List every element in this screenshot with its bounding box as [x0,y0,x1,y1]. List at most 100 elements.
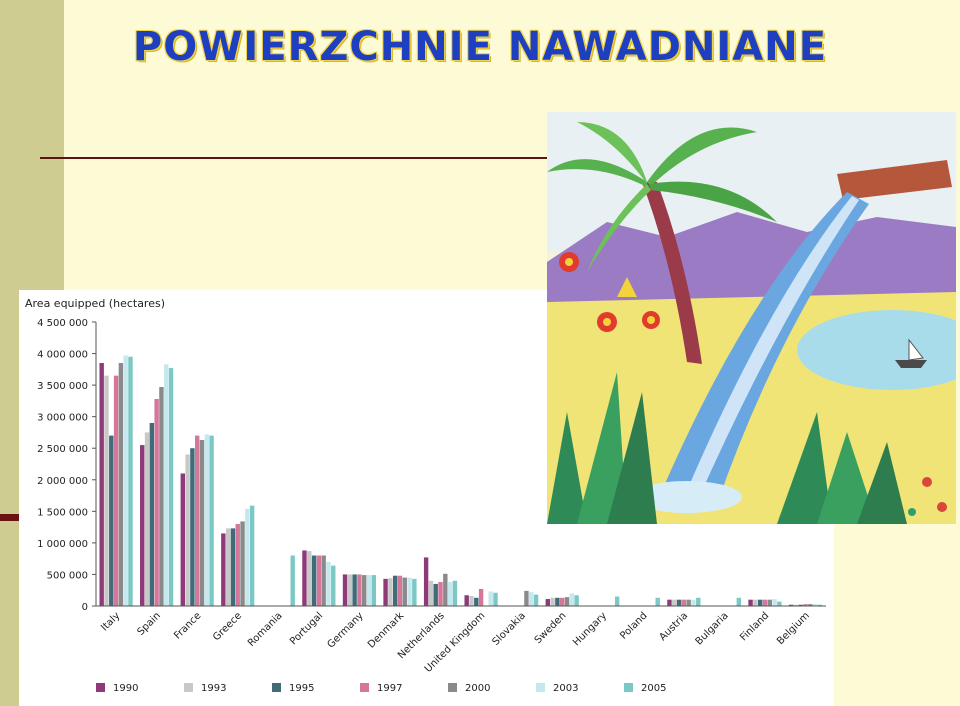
x-category-label: France [172,610,203,641]
bar-slovakia-2000 [524,590,529,606]
bar-sweden-1997 [559,597,565,606]
legend-label: 1997 [377,683,402,694]
bar-italy-1995 [109,435,114,606]
bar-denmark-2003 [407,577,412,606]
bar-netherlands-1993 [428,580,434,606]
bar-germany-2003 [366,575,372,606]
bar-united-kingdom-2003 [488,591,493,606]
bar-spain-1990 [140,445,145,606]
x-category-label: Slovakia [490,610,527,647]
legend-swatch [536,683,545,692]
y-tick-label: 3 000 000 [37,413,88,424]
bar-france-2000 [199,440,205,606]
bar-finland-1990 [748,599,753,606]
legend-label: 1995 [289,683,314,694]
bar-spain-2003 [164,364,169,606]
bar-italy-1990 [99,363,104,606]
legend-label: 2000 [465,683,490,694]
x-category-label: Sweden [533,610,569,646]
bar-denmark-1993 [388,578,393,606]
bar-portugal-2003 [326,561,331,606]
bar-netherlands-2000 [443,573,448,606]
bar-france-1997 [194,435,200,606]
bar-finland-2003 [772,599,777,606]
bar-netherlands-2003 [447,582,453,606]
bar-sweden-2003 [569,593,574,606]
bar-greece-2005 [249,505,255,606]
bar-netherlands-1995 [433,583,438,606]
bar-portugal-1993 [307,551,312,606]
bar-spain-1993 [144,432,150,606]
bar-germany-1995 [352,574,357,606]
legend-swatch [272,683,281,692]
waterfall-illustration-icon [547,112,956,524]
y-tick-label: 4 000 000 [37,350,88,361]
bar-romania-2005 [290,555,295,606]
bar-spain-1997 [154,399,159,606]
x-category-label: Greece [211,610,244,643]
legend-label: 2005 [641,683,666,694]
bar-sweden-1993 [550,597,555,606]
bar-greece-1995 [230,528,236,606]
legend-label: 2003 [553,683,578,694]
x-category-label: Germany [325,610,365,650]
bar-united-kingdom-2005 [493,592,498,606]
bar-sweden-1990 [545,599,550,606]
bar-united-kingdom-1997 [478,588,484,606]
bar-portugal-2005 [331,565,336,606]
x-category-label: Finland [738,610,771,643]
bar-greece-2000 [240,521,245,606]
bar-united-kingdom-1993 [469,595,474,606]
bar-united-kingdom-1995 [474,597,479,606]
bar-austria-2000 [686,599,691,606]
bar-greece-2003 [245,508,250,606]
bar-germany-1990 [342,574,348,606]
legend-swatch [184,683,193,692]
bar-sweden-2005 [574,595,579,606]
x-category-label: Austria [657,610,690,643]
x-category-label: Poland [618,610,649,641]
title-divider [40,157,548,159]
legend-swatch [448,683,457,692]
bar-germany-2000 [362,575,367,606]
legend-swatch [360,683,369,692]
y-tick-label: 3 500 000 [37,381,88,392]
bar-greece-1990 [221,533,226,606]
bar-bulgaria-2005 [736,597,742,606]
bar-austria-1990 [667,599,672,606]
bar-germany-1997 [357,574,362,606]
legend-label: 1993 [201,683,226,694]
bar-greece-1997 [235,523,240,606]
bar-denmark-1995 [392,575,398,606]
y-tick-label: 1 500 000 [37,507,88,518]
bar-italy-2005 [128,356,133,606]
bar-netherlands-2005 [452,580,458,606]
bar-sweden-1995 [555,597,560,606]
bar-portugal-1990 [302,550,307,606]
x-category-label: Hungary [571,610,609,648]
bar-portugal-1997 [316,555,322,606]
bar-austria-1995 [676,599,682,606]
legend-swatch [624,683,633,692]
bar-slovakia-2003 [529,592,534,606]
bar-france-1990 [180,473,185,606]
x-category-label: Italy [99,610,122,633]
bar-denmark-1997 [397,575,403,606]
bar-belgium-1993 [793,604,799,606]
bar-finland-2000 [767,599,772,606]
y-tick-label: 1 000 000 [37,539,88,550]
bar-italy-2003 [123,355,128,606]
x-category-label: Spain [135,610,163,638]
bar-spain-2005 [168,368,174,606]
bar-italy-2000 [118,363,124,606]
bar-denmark-2005 [412,578,417,606]
bar-chart: Area equipped (hectares) 0 500 000 1 000 0… [25,297,826,694]
x-category-label: Denmark [366,610,406,650]
bar-denmark-1990 [383,578,388,606]
bar-austria-1993 [672,599,677,606]
bar-slovakia-2005 [533,594,539,606]
x-category-label: Belgium [775,610,812,647]
y-tick-label: 2 000 000 [37,476,88,487]
y-axis-label: Area equipped (hectares) [25,297,165,310]
bar-france-2003 [204,434,209,606]
